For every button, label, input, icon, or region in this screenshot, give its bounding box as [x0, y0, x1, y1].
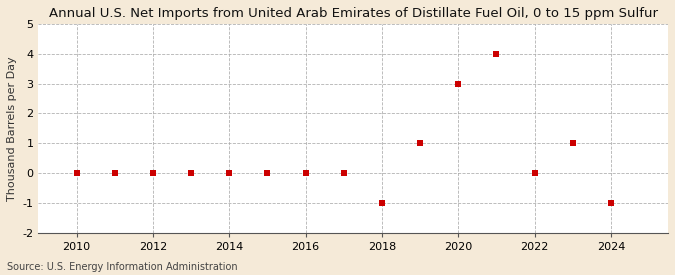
Point	[338, 171, 349, 175]
Point	[186, 171, 196, 175]
Point	[414, 141, 425, 145]
Point	[529, 171, 540, 175]
Y-axis label: Thousand Barrels per Day: Thousand Barrels per Day	[7, 56, 17, 200]
Point	[262, 171, 273, 175]
Point	[453, 81, 464, 86]
Point	[72, 171, 82, 175]
Point	[605, 200, 616, 205]
Point	[377, 200, 387, 205]
Point	[109, 171, 120, 175]
Point	[148, 171, 159, 175]
Point	[300, 171, 311, 175]
Point	[567, 141, 578, 145]
Point	[224, 171, 235, 175]
Text: Source: U.S. Energy Information Administration: Source: U.S. Energy Information Administ…	[7, 262, 238, 272]
Point	[491, 51, 502, 56]
Title: Annual U.S. Net Imports from United Arab Emirates of Distillate Fuel Oil, 0 to 1: Annual U.S. Net Imports from United Arab…	[49, 7, 657, 20]
